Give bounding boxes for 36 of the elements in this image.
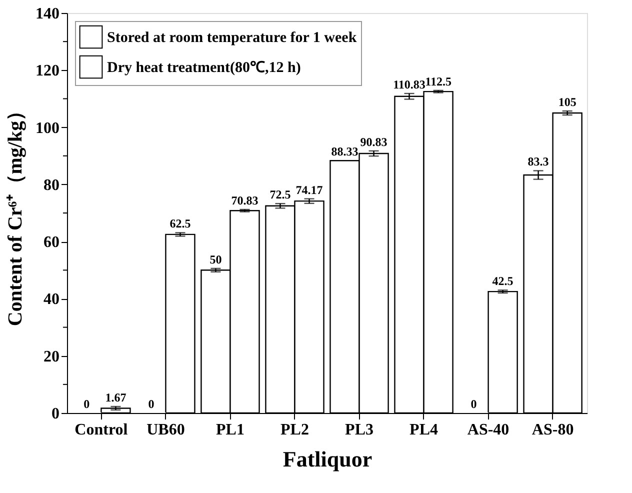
y-tick-label: 20 — [44, 348, 60, 366]
x-tick-label: PL1 — [216, 422, 244, 438]
y-tick-label: 40 — [44, 291, 60, 308]
data-label: 90.83 — [360, 134, 388, 149]
y-tick-label: 0 — [52, 406, 60, 422]
y-tick-label: 80 — [44, 176, 60, 194]
x-tick-label: AS-40 — [467, 422, 510, 438]
y-tick-label: 140 — [36, 6, 60, 22]
legend-label: Stored at room temperature for 1 week — [107, 30, 358, 46]
x-tick-label: Control — [74, 422, 128, 438]
y-tick-label: 120 — [36, 62, 60, 80]
data-label: 0 — [148, 397, 154, 411]
data-label: 72.5 — [270, 188, 291, 202]
data-label: 1.67 — [105, 390, 126, 405]
data-label: 83.3 — [528, 154, 549, 169]
data-label: 0 — [470, 397, 477, 411]
data-label: 88.33 — [331, 144, 358, 159]
x-tick-label: PL4 — [410, 422, 438, 438]
x-axis-title: Fatliquor — [282, 446, 372, 472]
x-tick-label: PL3 — [345, 422, 374, 438]
x-tick-label: PL2 — [280, 422, 309, 438]
data-label: 0 — [84, 397, 90, 411]
data-label: 112.5 — [425, 74, 452, 88]
x-tick-label: AS-80 — [532, 422, 574, 438]
y-tick-label: 60 — [44, 234, 60, 252]
x-tick-label: UB60 — [146, 422, 185, 438]
data-label: 74.17 — [296, 182, 323, 197]
legend-label: Dry heat treatment(80℃,12 h) — [107, 60, 301, 76]
data-label: 110.83 — [393, 77, 426, 92]
data-label: 42.5 — [492, 274, 514, 288]
data-label: 105 — [558, 95, 576, 109]
data-label: 70.83 — [231, 193, 258, 208]
y-axis-title: Content of Cr⁶⁺（mg/kg） — [4, 100, 26, 326]
data-label: 50 — [210, 252, 222, 266]
data-label: 62.5 — [170, 216, 191, 231]
y-tick-label: 100 — [36, 120, 60, 137]
